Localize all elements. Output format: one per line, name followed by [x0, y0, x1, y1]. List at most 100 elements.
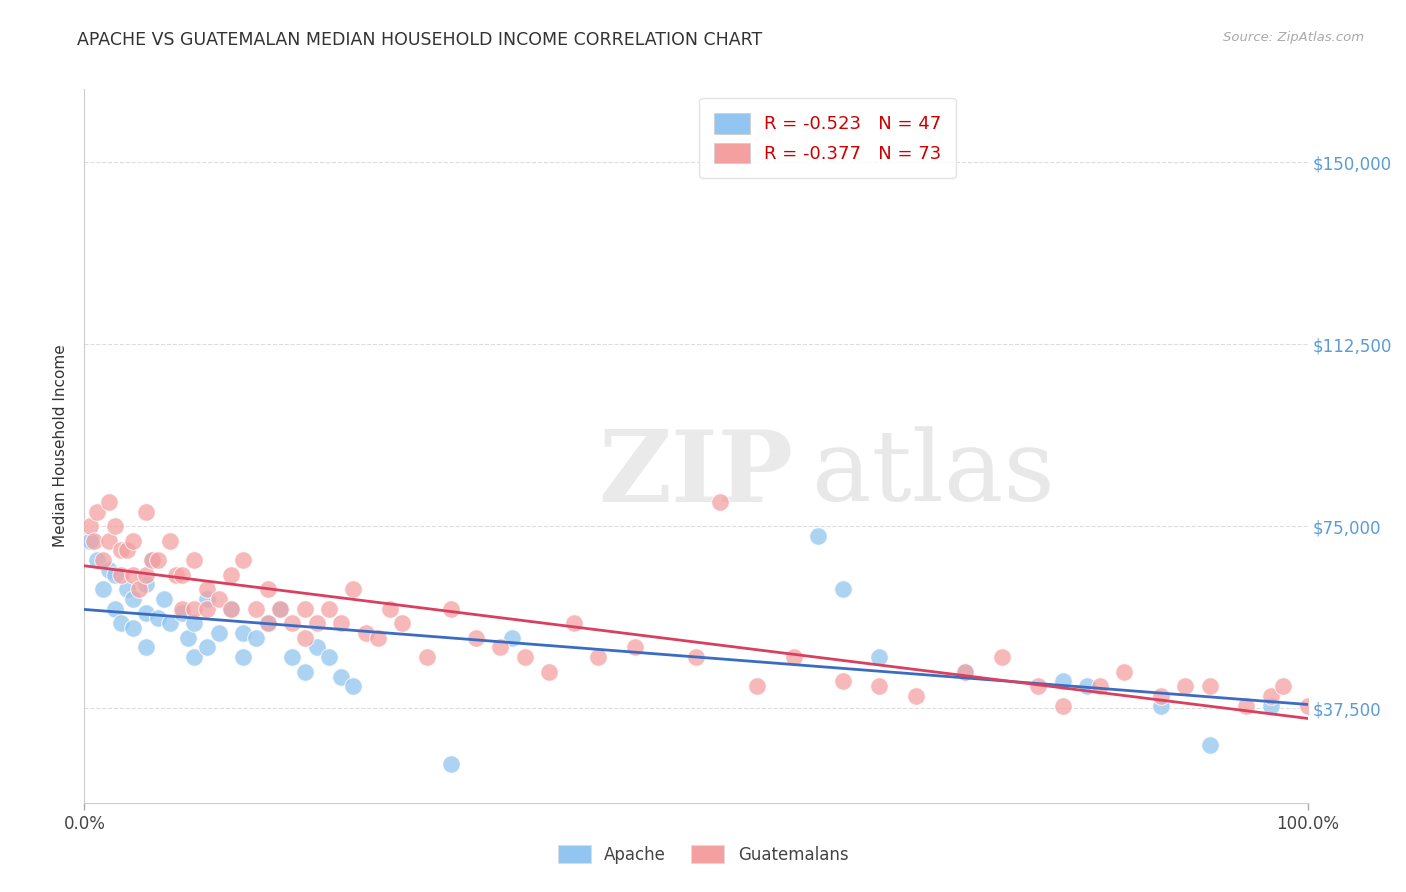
Point [489, 640, 512, 655]
Point [110, 567, 132, 582]
Point [183, 650, 205, 665]
Point [135, 567, 157, 582]
Point [380, 601, 402, 615]
Point [905, 689, 928, 703]
Point [1236, 698, 1258, 713]
Point [104, 519, 127, 533]
Point [141, 553, 163, 567]
Point [807, 529, 830, 543]
Point [97, 563, 120, 577]
Point [208, 591, 231, 606]
Point [97, 533, 120, 548]
Point [1272, 679, 1295, 693]
Y-axis label: Median Household Income: Median Household Income [53, 344, 69, 548]
Point [91, 553, 114, 567]
Point [416, 650, 439, 665]
Point [330, 670, 353, 684]
Point [953, 665, 976, 679]
Point [122, 591, 145, 606]
Point [79, 519, 101, 533]
Point [1088, 679, 1111, 693]
Point [135, 504, 157, 518]
Point [1198, 738, 1220, 752]
Point [1198, 679, 1220, 693]
Point [269, 601, 291, 615]
Point [195, 601, 218, 615]
Point [195, 591, 218, 606]
Point [1114, 665, 1136, 679]
Point [342, 582, 364, 597]
Point [354, 626, 377, 640]
Point [538, 665, 561, 679]
Point [869, 679, 891, 693]
Point [165, 567, 187, 582]
Text: atlas: atlas [813, 426, 1054, 523]
Point [342, 679, 364, 693]
Point [502, 631, 524, 645]
Point [1174, 679, 1197, 693]
Point [122, 533, 145, 548]
Point [257, 616, 280, 631]
Point [281, 616, 304, 631]
Point [245, 601, 267, 615]
Point [257, 582, 280, 597]
Point [1296, 698, 1319, 713]
Point [305, 640, 328, 655]
Point [747, 679, 769, 693]
Point [159, 616, 181, 631]
Point [86, 504, 108, 518]
Point [146, 553, 169, 567]
Point [1260, 698, 1282, 713]
Point [208, 626, 231, 640]
Point [709, 495, 731, 509]
Point [1028, 679, 1050, 693]
Legend: R = -0.523   N = 47, R = -0.377   N = 73: R = -0.523 N = 47, R = -0.377 N = 73 [699, 98, 956, 178]
Point [146, 611, 169, 625]
Point [172, 607, 194, 621]
Point [115, 582, 138, 597]
Point [183, 616, 205, 631]
Point [110, 543, 132, 558]
Point [172, 601, 194, 615]
Point [172, 567, 194, 582]
Point [1150, 698, 1173, 713]
Text: Source: ZipAtlas.com: Source: ZipAtlas.com [1223, 31, 1364, 45]
Point [440, 601, 463, 615]
Point [1260, 689, 1282, 703]
Point [869, 650, 891, 665]
Point [367, 631, 389, 645]
Point [183, 601, 205, 615]
Point [1076, 679, 1098, 693]
Point [513, 650, 536, 665]
Point [141, 553, 163, 567]
Point [79, 533, 101, 548]
Point [269, 601, 291, 615]
Point [128, 582, 150, 597]
Point [586, 650, 609, 665]
Point [219, 567, 242, 582]
Point [305, 616, 328, 631]
Point [624, 640, 647, 655]
Point [232, 553, 254, 567]
Point [232, 650, 254, 665]
Point [562, 616, 585, 631]
Point [122, 621, 145, 635]
Point [135, 577, 157, 591]
Point [294, 665, 316, 679]
Point [991, 650, 1014, 665]
Point [177, 631, 200, 645]
Point [219, 601, 242, 615]
Text: APACHE VS GUATEMALAN MEDIAN HOUSEHOLD INCOME CORRELATION CHART: APACHE VS GUATEMALAN MEDIAN HOUSEHOLD IN… [77, 31, 762, 49]
Point [294, 601, 316, 615]
Point [115, 543, 138, 558]
Point [195, 582, 218, 597]
Point [318, 650, 340, 665]
Point [783, 650, 806, 665]
Point [135, 607, 157, 621]
Point [97, 495, 120, 509]
Point [257, 616, 280, 631]
Legend: Apache, Guatemalans: Apache, Guatemalans [551, 838, 855, 871]
Point [391, 616, 413, 631]
Point [104, 567, 127, 582]
Point [318, 601, 340, 615]
